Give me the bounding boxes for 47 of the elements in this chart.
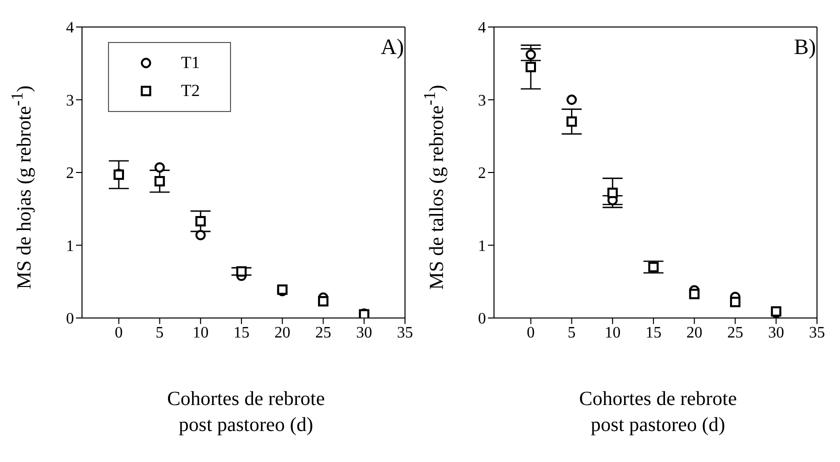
point (730, 296, 740, 308)
x-tick-label: 15 (645, 324, 662, 342)
point (318, 296, 328, 306)
annotation: A) (380, 34, 404, 60)
point (526, 49, 536, 60)
x-tick-label: 20 (274, 324, 290, 342)
point (689, 288, 700, 300)
x-axis-title: Cohortes de rebrote post pastoreo (d) (578, 387, 738, 438)
y-tick-label: 4 (478, 20, 486, 37)
y-tick-label: 4 (66, 20, 74, 37)
x-tick-label: 35 (809, 324, 825, 342)
point (195, 216, 206, 226)
x-tick-label: 30 (768, 324, 784, 342)
point (526, 62, 536, 72)
y-tick-label: 3 (478, 92, 486, 110)
x-tick-label: 0 (114, 324, 123, 342)
point (566, 94, 577, 105)
x-tick-label: 25 (315, 324, 332, 342)
point (195, 230, 206, 240)
x-tick-label: 0 (526, 324, 535, 342)
point (358, 309, 370, 318)
y-tick-label: 2 (66, 165, 74, 182)
legend-label: T2 (181, 81, 200, 101)
y-tick-label: 2 (478, 165, 486, 182)
x-tick-label: 20 (686, 324, 702, 342)
x-tick-label: 30 (356, 324, 372, 342)
y-tick-label: 0 (66, 310, 74, 328)
point (154, 162, 165, 173)
y-tick-label: 1 (66, 238, 74, 255)
y-tick-label: 1 (478, 238, 486, 255)
point (236, 266, 247, 277)
point (566, 116, 577, 127)
x-tick-label: 5 (568, 324, 576, 342)
x-axis-title: Cohortes de rebrote post pastoreo (d) (166, 387, 326, 438)
x-tick-label: 15 (233, 324, 250, 342)
x-tick-label: 10 (604, 324, 621, 342)
legend-label: T1 (181, 53, 200, 73)
point (154, 176, 165, 186)
x-tick-label: 5 (156, 324, 164, 342)
y-tick-label: 0 (478, 310, 486, 328)
x-tick-label: 25 (727, 324, 744, 342)
annotation: B) (794, 34, 816, 60)
point (648, 262, 659, 272)
point (607, 188, 618, 198)
x-tick-label: 35 (397, 324, 413, 342)
x-tick-label: 10 (192, 324, 209, 342)
y-tick-label: 3 (66, 92, 74, 110)
